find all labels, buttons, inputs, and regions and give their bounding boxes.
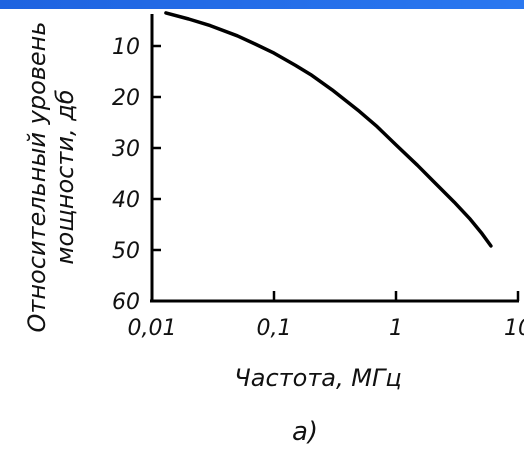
y-tick-label: 30	[112, 137, 140, 162]
y-axis-title-group: Относительный уровень мощности, дб	[23, 21, 79, 332]
series-line	[164, 11, 493, 248]
y-axis-title-line2: мощности, дб	[51, 89, 79, 264]
x-ticks-group: 0,01 0,1 1 10	[128, 291, 524, 341]
y-axis-title-line1: Относительный уровень	[23, 21, 51, 332]
panel-label: а)	[292, 417, 318, 447]
x-axis-title: Частота, МГц	[234, 364, 401, 392]
x-tick-label: 0,1	[257, 316, 292, 341]
y-tick-label: 10	[112, 35, 140, 60]
y-ticks-group: 10 20 30 40 50 60	[112, 35, 161, 315]
y-tick-label: 20	[112, 86, 140, 111]
y-tick-label: 50	[112, 239, 140, 264]
x-tick-label: 10	[504, 316, 524, 341]
y-tick-label: 60	[112, 290, 140, 315]
x-tick-label: 0,01	[128, 316, 177, 341]
y-tick-label: 40	[112, 188, 140, 213]
x-tick-label: 1	[389, 316, 403, 341]
top-edge-strip	[0, 0, 524, 9]
